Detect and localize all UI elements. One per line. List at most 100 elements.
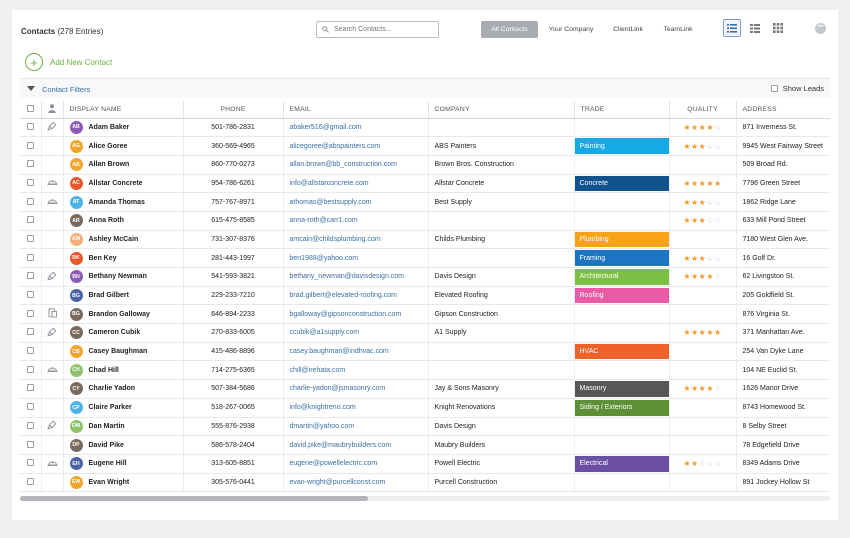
contact-name[interactable]: BK Ben Key <box>69 251 183 265</box>
segment-teamlink[interactable]: TeamLink <box>663 26 693 33</box>
segment-all-contacts[interactable]: All Contacts <box>481 21 538 38</box>
email-link[interactable]: evan-wright@purcellconst.com <box>289 478 386 486</box>
quality-cell[interactable]: ★★★☆☆ <box>669 136 737 156</box>
contact-name-text[interactable]: David Pike <box>88 441 124 449</box>
name-cell[interactable]: EH Eugene Hill <box>63 454 184 474</box>
contact-name-text[interactable]: Casey Baughman <box>88 348 148 356</box>
contact-name-text[interactable]: Cameron Cubik <box>88 329 141 337</box>
name-cell[interactable]: BK Ben Key <box>63 248 184 268</box>
table-row[interactable]: CY Charlie Yadon 507-384-5686 charlie-yadon… <box>20 379 830 399</box>
table-row[interactable]: BN Bethany Newman 541-593-3821 bethany_newm… <box>20 267 830 287</box>
column-quality[interactable]: QUALITY <box>669 101 737 119</box>
table-row[interactable]: BG Brandon Galloway 646-894-2233 bgalloway@… <box>20 304 830 325</box>
row-select-cell[interactable] <box>20 454 42 474</box>
row-checkbox[interactable] <box>26 216 34 224</box>
row-checkbox[interactable] <box>26 384 34 392</box>
contact-name-text[interactable]: Allstar Concrete <box>88 179 143 187</box>
email-link[interactable]: amcain@childsplumbing.com <box>289 235 381 243</box>
table-row[interactable]: CH Chad Hill 714-275-6365 chill@irehata.com… <box>20 360 830 381</box>
contact-name-text[interactable]: Brad Gilbert <box>88 292 129 300</box>
row-select-cell[interactable] <box>20 136 42 156</box>
email-link[interactable]: abaker516@gmail.com <box>289 123 362 131</box>
contact-name[interactable]: AB Adam Baker <box>69 120 183 134</box>
search-input[interactable] <box>334 26 434 33</box>
email-cell[interactable]: evan-wright@purcellconst.com <box>283 473 429 493</box>
quality-stars[interactable]: ★★★☆☆ <box>683 253 722 263</box>
segment-clientlink[interactable]: ClientLink <box>613 26 643 33</box>
row-select-cell[interactable] <box>20 398 42 418</box>
quality-cell[interactable]: ★★★☆☆ <box>669 192 737 212</box>
row-checkbox[interactable] <box>26 309 34 317</box>
table-row[interactable]: DP David Pike 586-578-2404 david.pike@maubr… <box>20 435 830 455</box>
contact-name[interactable]: BG Brad Gilbert <box>69 289 183 303</box>
quality-cell[interactable]: ★★★★☆ <box>669 379 737 399</box>
row-select-cell[interactable] <box>20 379 42 399</box>
name-cell[interactable]: AB Allan Brown <box>63 155 184 175</box>
contact-name[interactable]: AC Allstar Concrete <box>69 176 183 190</box>
quality-cell[interactable] <box>669 342 737 362</box>
row-select-cell[interactable] <box>20 248 42 268</box>
row-checkbox[interactable] <box>26 403 34 411</box>
name-cell[interactable]: AC Allstar Concrete <box>63 174 184 194</box>
name-cell[interactable]: BG Brad Gilbert <box>63 286 184 306</box>
contact-name-text[interactable]: Ashley McCain <box>88 235 139 243</box>
quality-stars[interactable]: ★★★★☆ <box>683 384 722 394</box>
email-cell[interactable]: ccubik@a1supply.com <box>283 323 429 343</box>
table-row[interactable]: DM Dan Martin 555-876-2938 dmartin@yahoo.co… <box>20 417 830 437</box>
table-row[interactable]: AB Adam Baker 501-786-2831 abaker516@gmail.… <box>20 118 830 138</box>
name-cell[interactable]: CH Chad Hill <box>63 360 184 381</box>
segment-your-company[interactable]: Your Company <box>548 26 594 33</box>
contact-name-text[interactable]: Evan Wright <box>88 478 130 486</box>
select-all-header[interactable] <box>20 101 42 119</box>
grid-view-button[interactable] <box>769 19 787 37</box>
quality-stars[interactable]: ★★☆☆☆ <box>683 459 722 469</box>
email-cell[interactable]: anna-roth@carr1.com <box>283 211 429 231</box>
contact-name-text[interactable]: Bethany Newman <box>88 273 147 281</box>
email-cell[interactable]: amcain@childsplumbing.com <box>283 230 429 250</box>
contact-name[interactable]: CP Claire Parker <box>69 401 183 415</box>
row-select-cell[interactable] <box>20 286 42 306</box>
quality-cell[interactable] <box>669 360 737 381</box>
table-row[interactable]: AR Anna Roth 615-475-8585 anna-roth@carr1.c… <box>20 211 830 231</box>
quality-cell[interactable] <box>669 417 737 437</box>
horizontal-scrollbar[interactable] <box>20 496 830 501</box>
name-cell[interactable]: EW Evan Wright <box>63 473 184 493</box>
name-cell[interactable]: AG Alice Goree <box>63 136 184 156</box>
contact-name-text[interactable]: Amanda Thomas <box>88 198 145 206</box>
contact-name[interactable]: BG Brandon Galloway <box>69 307 183 321</box>
quality-cell[interactable]: ★★★★★ <box>669 323 737 343</box>
name-cell[interactable]: CC Cameron Cubik <box>63 323 184 343</box>
quality-cell[interactable]: ★★☆☆☆ <box>669 454 737 474</box>
row-checkbox[interactable] <box>26 197 34 205</box>
row-select-cell[interactable] <box>20 155 42 175</box>
contact-name[interactable]: DP David Pike <box>69 438 183 452</box>
caret-down-icon[interactable] <box>27 86 35 91</box>
contact-name-text[interactable]: Claire Parker <box>88 404 132 412</box>
name-cell[interactable]: BG Brandon Galloway <box>63 304 184 325</box>
email-link[interactable]: david.pike@maubrybuilders.com <box>289 441 392 449</box>
email-link[interactable]: alicegoree@abspainters.com <box>289 142 381 150</box>
row-checkbox[interactable] <box>26 291 34 299</box>
name-cell[interactable]: CY Charlie Yadon <box>63 379 184 399</box>
contact-name[interactable]: CY Charlie Yadon <box>69 382 183 396</box>
name-cell[interactable]: AB Adam Baker <box>63 118 184 138</box>
name-cell[interactable]: DP David Pike <box>63 435 184 455</box>
table-row[interactable]: EH Eugene Hill 313-605-8851 eugene@powellel… <box>20 454 830 474</box>
table-row[interactable]: AB Allan Brown 860-770-0273 allan.brown@bb_… <box>20 155 830 175</box>
contact-name[interactable]: AG Alice Goree <box>69 139 183 153</box>
email-link[interactable]: ccubik@a1supply.com <box>289 329 360 337</box>
row-checkbox[interactable] <box>26 347 34 355</box>
column-phone[interactable]: PHONE <box>183 101 284 119</box>
contact-name[interactable]: CB Casey Baughman <box>69 345 183 359</box>
table-row[interactable]: CP Claire Parker 518-267-0065 info@knightre… <box>20 398 830 418</box>
contact-name[interactable]: AR Anna Roth <box>69 214 183 228</box>
contact-name[interactable]: EH Eugene Hill <box>69 457 183 471</box>
email-link[interactable]: chill@irehata.com <box>289 366 346 374</box>
email-cell[interactable]: info@knightreno.com <box>283 398 429 418</box>
email-cell[interactable]: casey.baughman@indhvac.com <box>283 342 429 362</box>
column-email[interactable]: EMAIL <box>283 101 429 119</box>
row-checkbox[interactable] <box>26 253 34 261</box>
quality-stars[interactable]: ★★★☆☆ <box>683 141 722 151</box>
email-link[interactable]: eugene@powellelectric.com <box>289 460 378 468</box>
row-select-cell[interactable] <box>20 230 42 250</box>
